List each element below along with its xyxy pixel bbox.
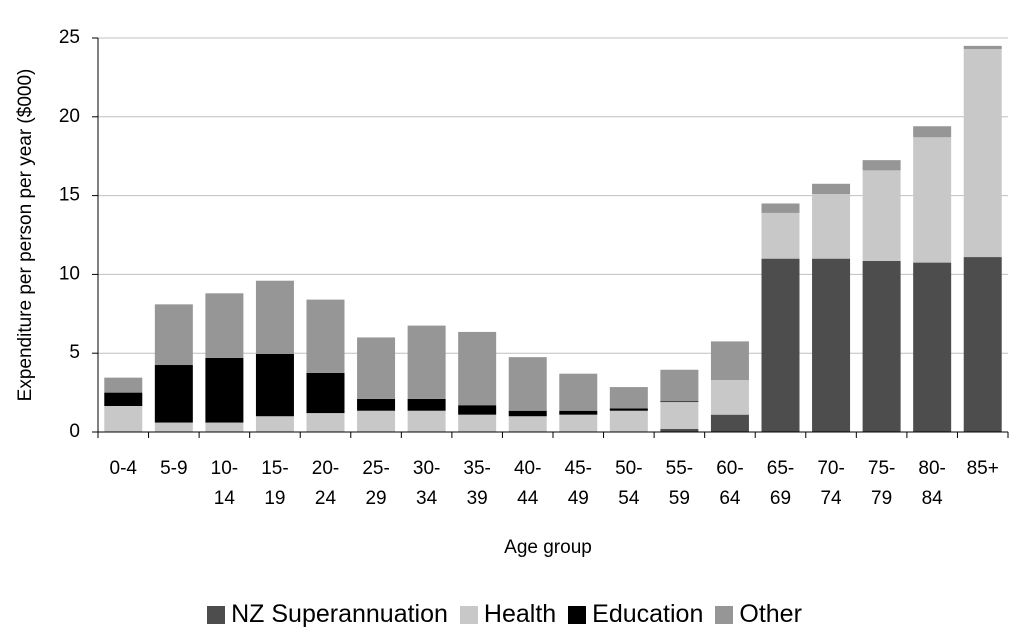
bar-segment <box>862 261 901 432</box>
legend-swatch <box>207 605 226 624</box>
bar-segment <box>306 413 345 432</box>
y-tick-label: 10 <box>59 263 80 284</box>
y-tick-label: 20 <box>59 106 80 127</box>
bar-segment <box>710 341 749 380</box>
legend-swatch <box>568 605 587 624</box>
bar-segment <box>104 392 143 406</box>
bar-segment <box>609 387 648 409</box>
legend-swatch <box>459 605 478 624</box>
x-tick-label: 5-9 <box>160 458 188 479</box>
bar-segment <box>104 405 143 432</box>
bar-segment <box>913 262 952 432</box>
y-tick-label: 15 <box>59 185 80 206</box>
x-tick-label: 40-44 <box>513 458 542 509</box>
bar-segment <box>357 410 396 432</box>
bar-segment <box>559 373 598 411</box>
x-tick-label: 10-14 <box>210 458 239 509</box>
bar-segment <box>407 398 446 411</box>
x-tick-label: 75-79 <box>867 458 896 509</box>
bar-segment <box>761 203 800 213</box>
x-tick-label: 20-24 <box>311 458 340 509</box>
bar-segment <box>812 183 851 195</box>
legend-item: Health <box>459 600 557 629</box>
bar-segment <box>205 357 244 423</box>
bar-segment <box>104 377 143 393</box>
bar-segment <box>306 372 345 414</box>
bar-segment <box>913 126 952 138</box>
legend-label: Other <box>739 600 802 628</box>
bar-segment <box>862 160 901 171</box>
bar-segment <box>812 194 851 259</box>
bar-segment <box>154 365 193 423</box>
legend-item: NZ Superannuation <box>207 600 448 629</box>
bar-segment <box>458 414 497 432</box>
bar-segment <box>458 331 497 406</box>
bar-segment <box>963 257 1002 432</box>
legend-swatch <box>715 605 734 624</box>
legend-item: Other <box>715 600 802 629</box>
bar-segment <box>407 325 446 399</box>
y-tick-label: 0 <box>69 421 80 442</box>
x-axis-label: Age group <box>504 537 592 558</box>
bar-segment <box>559 414 598 432</box>
x-tick-label: 55-59 <box>665 458 694 509</box>
bar-segment <box>963 45 1002 50</box>
x-tick-label: 45-49 <box>564 458 592 509</box>
bar-segment <box>862 170 901 262</box>
x-tick-label: 0-4 <box>109 458 137 479</box>
legend-item: Education <box>568 600 703 629</box>
bar-segment <box>357 337 396 399</box>
x-tick-label: 70-74 <box>817 458 845 509</box>
x-tick-label: 35-39 <box>463 458 491 509</box>
x-tick-label: 30-34 <box>412 458 441 509</box>
bar-segment <box>559 410 598 415</box>
bar-segment <box>963 49 1002 258</box>
bar-segment <box>660 402 699 429</box>
bar-segment <box>710 414 749 432</box>
bar-segment <box>357 398 396 411</box>
y-axis-label: Expenditure per person per year ($000) <box>15 69 36 402</box>
bar-segment <box>913 137 952 263</box>
bar-segment <box>255 416 294 432</box>
x-tick-label: 65-69 <box>766 458 795 509</box>
bar-segment <box>508 357 547 411</box>
x-tick-label: 25-29 <box>362 458 390 509</box>
x-tick-label: 85+ <box>966 458 999 479</box>
bar-segment <box>660 401 699 403</box>
x-tick-label: 80-84 <box>918 458 946 509</box>
bar-segment <box>255 353 294 417</box>
y-tick-label: 5 <box>69 342 80 363</box>
bar-segment <box>407 410 446 432</box>
bar-segment <box>205 293 244 358</box>
legend-label: Health <box>483 600 557 628</box>
x-tick-label: 15-19 <box>261 458 289 509</box>
bar-segment <box>609 410 648 432</box>
bar-segment <box>255 280 294 354</box>
bar-segment <box>812 258 851 432</box>
y-tick-label: 25 <box>59 27 80 48</box>
bar-segment <box>306 299 345 373</box>
bar-segment <box>154 304 193 366</box>
bar-segment <box>660 369 699 402</box>
x-tick-label: 50-54 <box>615 458 643 509</box>
bar-segment <box>154 422 193 432</box>
bar-segment <box>609 408 648 411</box>
bar-segment <box>205 422 244 432</box>
bar-segment <box>710 379 749 415</box>
bar-segment <box>458 405 497 415</box>
bar-segment <box>508 410 547 417</box>
x-tick-label: 60-64 <box>716 458 744 509</box>
bar-segment <box>660 428 699 432</box>
legend-label: NZ Superannuation <box>231 600 448 628</box>
legend: NZ Superannuation Health Education Other <box>0 600 1009 629</box>
legend-label: Education <box>592 600 704 628</box>
bar-segment <box>761 212 800 259</box>
bar-segment <box>761 258 800 432</box>
bar-segment <box>508 416 547 432</box>
